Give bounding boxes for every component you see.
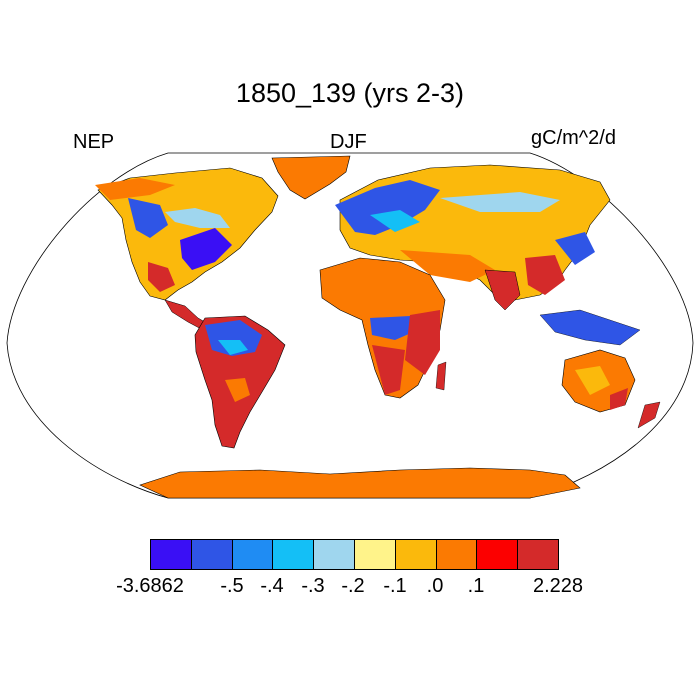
india-red (484, 269, 521, 311)
east-asia-blue (555, 232, 595, 265)
season-label: DJF (330, 131, 367, 153)
greenland (271, 155, 351, 200)
africa-blue (370, 316, 418, 340)
europe-blue (335, 180, 440, 235)
na-red (148, 262, 175, 292)
colorbar-tick-label: -.4 (260, 575, 284, 597)
na-orange (95, 178, 175, 200)
africa-red-south (372, 345, 405, 395)
colorbar-swatch (150, 539, 192, 570)
units-label: gC/m^2/d (531, 127, 616, 149)
europe-lightblue (370, 210, 420, 232)
colorbar-tick-label: -.5 (220, 575, 244, 597)
colorbar-swatch (476, 539, 519, 570)
variable-label: NEP (73, 131, 115, 153)
colorbar-swatch (517, 539, 559, 570)
colorbar-swatch (435, 539, 478, 570)
asia-orange (400, 250, 495, 282)
se-asia-red (525, 255, 565, 295)
colorbar-swatch (272, 539, 315, 570)
madagascar (435, 361, 447, 391)
new-zealand (637, 401, 661, 429)
sa-blue (205, 320, 262, 356)
siberia-lightblue (440, 192, 560, 212)
colorbar-swatch (394, 539, 437, 570)
colorbar (150, 539, 559, 570)
sa-lightblue (218, 340, 248, 355)
colorbar-tick-label: -.1 (383, 575, 407, 597)
indonesia (539, 309, 641, 346)
africa-red-east (405, 310, 440, 375)
colorbar-tick-label: .0 (426, 575, 444, 597)
map-title: 1850_139 (yrs 2-3) (235, 78, 465, 108)
na-blue-west (128, 198, 168, 238)
colorbar-tick-label: 2.228 (532, 575, 584, 597)
colorbar-swatch (231, 539, 274, 570)
colorbar-swatch (313, 539, 355, 570)
sa-orange (225, 378, 250, 402)
colorbar-tick-label: -3.6862 (116, 575, 184, 597)
na-light (165, 208, 230, 228)
australia-red (610, 388, 628, 410)
north-america (97, 167, 279, 301)
colorbar-tick-label: .1 (467, 575, 485, 597)
colorbar-tick-label: -.2 (341, 575, 365, 597)
colorbar-swatch (353, 539, 396, 570)
colorbar-tick-label: -.3 (301, 575, 325, 597)
colorbar-swatch (190, 539, 233, 570)
antarctica (139, 467, 581, 499)
na-blue-east (180, 228, 232, 270)
australia-yellow (575, 366, 610, 395)
